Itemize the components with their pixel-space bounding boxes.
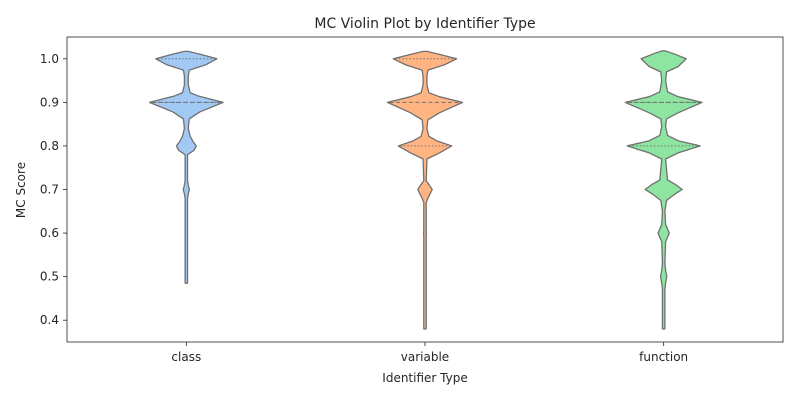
y-tick-label: 0.7 <box>40 183 59 197</box>
x-axis-label: Identifier Type <box>382 371 467 385</box>
violin-function <box>624 50 703 330</box>
violin-class <box>148 50 224 284</box>
x-tick-label-variable: variable <box>401 350 449 364</box>
y-tick-label: 0.8 <box>40 139 59 153</box>
violins-group <box>148 50 703 330</box>
violin-variable <box>386 50 464 330</box>
y-tick-label: 0.4 <box>40 313 59 327</box>
x-tick-label-function: function <box>639 350 688 364</box>
y-tick-label: 0.6 <box>40 226 59 240</box>
x-tick-label-class: class <box>171 350 201 364</box>
y-tick-label: 1.0 <box>40 52 59 66</box>
x-axis: class variable function <box>171 342 688 364</box>
y-axis-label: MC Score <box>14 162 28 218</box>
y-tick-label: 0.9 <box>40 95 59 109</box>
y-tick-label: 0.5 <box>40 270 59 284</box>
y-axis: 0.4 0.5 0.6 0.7 0.8 0.9 1.0 <box>40 52 67 327</box>
chart-title: MC Violin Plot by Identifier Type <box>314 16 535 32</box>
